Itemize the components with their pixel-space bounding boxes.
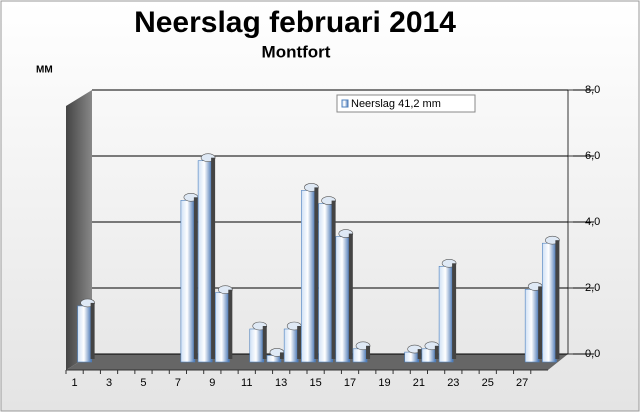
bar-side [211, 157, 216, 359]
x-tick-label: 13 [275, 377, 287, 389]
bar [318, 203, 333, 363]
legend-label: Neerslag 41,2 mm [351, 98, 441, 110]
bar [197, 160, 213, 363]
bar [301, 190, 316, 363]
bar-side [262, 326, 267, 359]
x-tick-label: 5 [140, 377, 146, 389]
chart-subtitle: Montfort [262, 42, 331, 61]
y-tick-label: 8,0 [585, 84, 600, 96]
x-tick-label: 27 [516, 377, 528, 389]
bar-side [555, 240, 560, 359]
y-tick-label: 2,0 [585, 282, 600, 294]
y-axis-label: MM [36, 65, 53, 76]
bar [438, 265, 454, 363]
y-tick-label: 6,0 [585, 150, 600, 162]
bar [249, 328, 265, 363]
legend: Neerslag 41,2 mm [336, 94, 476, 113]
x-tick-label: 9 [209, 377, 215, 389]
bar [352, 348, 368, 363]
chart-title: Neerslag februari 2014 [134, 6, 456, 39]
x-tick-label: 19 [378, 377, 390, 389]
y-tick-label: 4,0 [585, 216, 600, 228]
legend-swatch [341, 99, 349, 108]
x-tick-label: 11 [241, 377, 252, 389]
bar [180, 200, 196, 363]
x-tick-label: 7 [175, 377, 181, 389]
bar-side [538, 286, 543, 359]
bar-side [228, 289, 233, 359]
bar-side [331, 200, 336, 359]
x-tick-label: 1 [72, 377, 78, 389]
bar-side [193, 197, 198, 359]
x-tick-label: 21 [413, 377, 425, 389]
bar-side [452, 263, 457, 359]
bar [404, 351, 419, 363]
y-tick-label: 0,0 [585, 348, 600, 360]
bar-side [90, 302, 95, 359]
bar-side [348, 233, 353, 359]
bar-side [279, 352, 284, 359]
bar [283, 328, 299, 363]
x-tick-label: 3 [106, 377, 112, 389]
bar-side [434, 345, 439, 359]
bar [524, 289, 540, 363]
x-tick-label: 15 [309, 377, 321, 389]
bar-side [297, 326, 302, 359]
bar-side [366, 345, 371, 359]
bar [77, 305, 92, 363]
bar-side [314, 187, 319, 359]
bar-side [417, 349, 422, 359]
x-tick-label: 25 [482, 377, 494, 389]
bar [421, 348, 437, 363]
bar [215, 292, 230, 363]
x-tick-label: 23 [447, 377, 459, 389]
legend-box [336, 94, 476, 113]
bar [542, 242, 557, 363]
bar [335, 236, 351, 363]
x-tick-label: 17 [344, 377, 356, 389]
